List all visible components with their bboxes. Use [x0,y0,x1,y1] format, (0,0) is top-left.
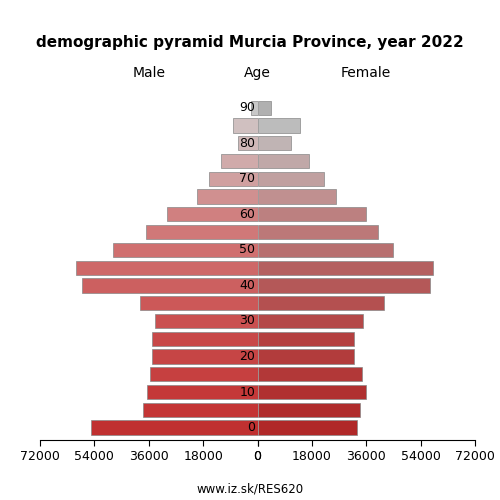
Bar [258,190,336,203]
Bar [92,420,258,434]
Bar [152,350,258,364]
Bar [258,420,357,434]
Text: 90: 90 [240,102,256,114]
Text: 50: 50 [240,244,256,256]
Bar [150,367,258,382]
Bar [258,350,354,364]
Bar [258,225,378,239]
Text: 70: 70 [240,172,256,186]
Text: 60: 60 [240,208,256,221]
Bar [76,260,258,275]
Bar [258,367,362,382]
Bar [234,118,258,132]
Bar [140,296,258,310]
Bar [155,314,258,328]
Bar [258,260,432,275]
Bar [197,190,258,203]
Bar [152,332,258,346]
Bar [238,136,258,150]
Text: 40: 40 [240,279,256,292]
Bar [209,172,258,186]
Bar [258,100,271,115]
Bar [258,296,384,310]
Bar [258,402,360,417]
Bar [112,243,258,257]
Bar [258,332,354,346]
Bar [258,278,430,292]
Text: Male: Male [132,66,165,80]
Text: 20: 20 [240,350,256,363]
Bar [258,314,363,328]
Text: Age: Age [244,66,271,80]
Bar [146,225,258,239]
Bar [258,118,300,132]
Bar [147,385,258,399]
Bar [258,385,366,399]
Text: 0: 0 [248,421,256,434]
Bar [82,278,258,292]
Bar [142,402,258,417]
Bar [258,243,394,257]
Text: www.iz.sk/RES620: www.iz.sk/RES620 [196,482,304,495]
Bar [258,208,366,222]
Bar [258,172,324,186]
Text: demographic pyramid Murcia Province, year 2022: demographic pyramid Murcia Province, yea… [36,35,464,50]
Text: 30: 30 [240,314,256,328]
Text: Female: Female [341,66,392,80]
Bar [221,154,258,168]
Bar [167,208,258,222]
Text: 10: 10 [240,386,256,398]
Bar [258,154,309,168]
Bar [258,136,290,150]
Text: 80: 80 [240,137,256,150]
Bar [252,100,258,115]
